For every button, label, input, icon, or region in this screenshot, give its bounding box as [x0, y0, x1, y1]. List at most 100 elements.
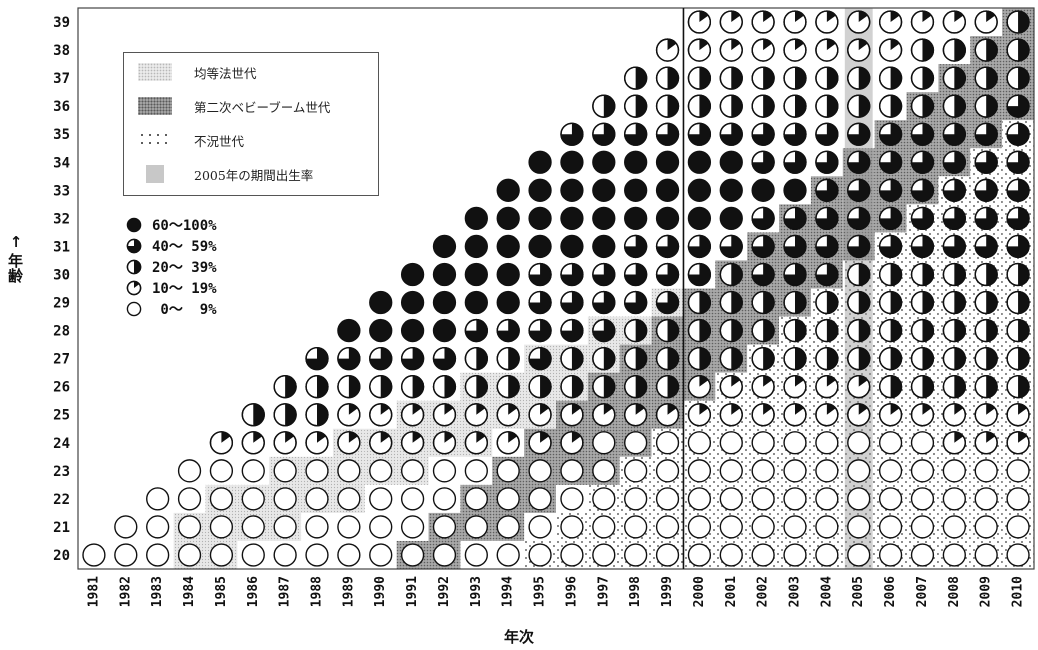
rate-marker — [528, 290, 552, 315]
y-tick-label: 38 — [53, 43, 70, 59]
rate-marker — [369, 515, 393, 539]
rate-marker — [624, 94, 648, 118]
x-tick-label: 1981 — [86, 576, 101, 607]
rate-marker — [655, 346, 680, 371]
rate-marker — [560, 487, 584, 511]
rate-marker — [528, 262, 552, 287]
rate-marker — [1006, 94, 1030, 118]
rate-marker — [815, 206, 839, 231]
rate-marker — [624, 206, 648, 231]
rate-marker — [1006, 543, 1030, 567]
legend-swatch-equal — [138, 63, 172, 81]
rate-marker — [305, 543, 329, 567]
rate-marker — [878, 290, 903, 315]
rate-marker — [942, 234, 966, 259]
rate-marker — [847, 66, 871, 90]
y-tick-label: 23 — [53, 464, 70, 480]
rate-marker — [400, 459, 425, 483]
y-tick-label: 28 — [53, 324, 70, 340]
legend-item-2005: 2005年の期間出生率 — [138, 163, 313, 185]
rate-marker — [400, 290, 425, 315]
x-tick-label: 1982 — [118, 576, 133, 607]
rate-marker — [432, 262, 457, 287]
rate-marker — [847, 487, 871, 511]
rate-marker — [783, 94, 807, 118]
rate-marker — [751, 290, 775, 315]
rate-marker — [464, 318, 488, 343]
rate-marker — [974, 262, 998, 287]
rate-marker — [687, 10, 712, 34]
rate-marker — [400, 515, 425, 539]
rate-legend-item: 40〜 59% — [126, 235, 217, 256]
rate-marker — [942, 487, 966, 511]
rate-legend-item: 60〜100% — [126, 214, 217, 235]
rate-marker — [528, 234, 552, 259]
legend-pie — [126, 259, 142, 274]
x-axis-label: 年次 — [503, 628, 534, 646]
rate-marker — [847, 375, 871, 399]
rate-marker — [974, 178, 998, 202]
rate-marker — [942, 94, 966, 118]
rate-marker — [783, 515, 807, 539]
rate-marker — [815, 459, 839, 483]
rate-marker — [273, 459, 297, 483]
rate-marker — [369, 543, 393, 567]
rate-marker — [560, 178, 584, 202]
rate-marker — [1006, 487, 1030, 511]
rate-marker — [847, 178, 871, 202]
rate-marker — [400, 318, 425, 343]
rate-marker — [624, 290, 648, 315]
rate-marker — [942, 431, 966, 455]
pie-icon-100 — [126, 217, 142, 232]
rate-marker — [369, 375, 393, 399]
y-tick-label: 30 — [53, 267, 70, 283]
rate-marker — [82, 543, 106, 567]
rate-marker — [974, 66, 998, 90]
rate-marker — [400, 403, 425, 427]
rate-marker — [624, 487, 648, 511]
rate-marker — [655, 459, 680, 483]
rate-marker — [783, 290, 807, 315]
y-tick-label: 20 — [53, 548, 70, 564]
rate-marker — [974, 94, 998, 118]
rate-marker — [241, 403, 265, 427]
x-tick-label: 1998 — [628, 576, 643, 607]
highlight-2005-column — [844, 8, 873, 569]
rate-marker — [624, 431, 648, 455]
rate-marker — [719, 459, 743, 483]
rate-marker — [560, 206, 584, 231]
y-tick-label: 32 — [53, 211, 70, 227]
rate-marker — [560, 150, 584, 174]
rate-marker — [114, 543, 138, 567]
rate-marker — [815, 290, 839, 315]
rate-marker — [1006, 178, 1030, 202]
rate-marker — [624, 262, 648, 287]
rate-legend-label: 0〜 9% — [152, 301, 217, 318]
rate-marker — [337, 375, 361, 399]
rate-marker — [942, 318, 966, 343]
rate-marker — [369, 290, 393, 315]
rate-marker — [560, 375, 584, 399]
rate-marker — [337, 515, 361, 539]
rate-marker — [464, 487, 488, 511]
rate-marker — [1006, 66, 1030, 90]
rate-marker — [592, 403, 616, 427]
rate-marker — [560, 262, 584, 287]
rate-marker — [751, 459, 775, 483]
rate-marker — [942, 375, 966, 399]
x-tick-label: 1987 — [278, 576, 293, 607]
rate-marker — [974, 150, 998, 174]
x-tick-label: 2001 — [724, 576, 739, 607]
y-tick-label: 37 — [53, 71, 70, 87]
rate-marker — [432, 487, 457, 511]
rate-marker — [815, 38, 839, 62]
rate-marker — [783, 122, 807, 146]
rate-marker — [942, 66, 966, 90]
x-tick-label: 1991 — [405, 576, 420, 607]
rate-marker — [815, 262, 839, 287]
rate-marker — [942, 543, 966, 567]
rate-marker — [400, 487, 425, 511]
rate-marker — [655, 487, 680, 511]
rate-marker — [974, 234, 998, 259]
rate-marker — [432, 234, 457, 259]
